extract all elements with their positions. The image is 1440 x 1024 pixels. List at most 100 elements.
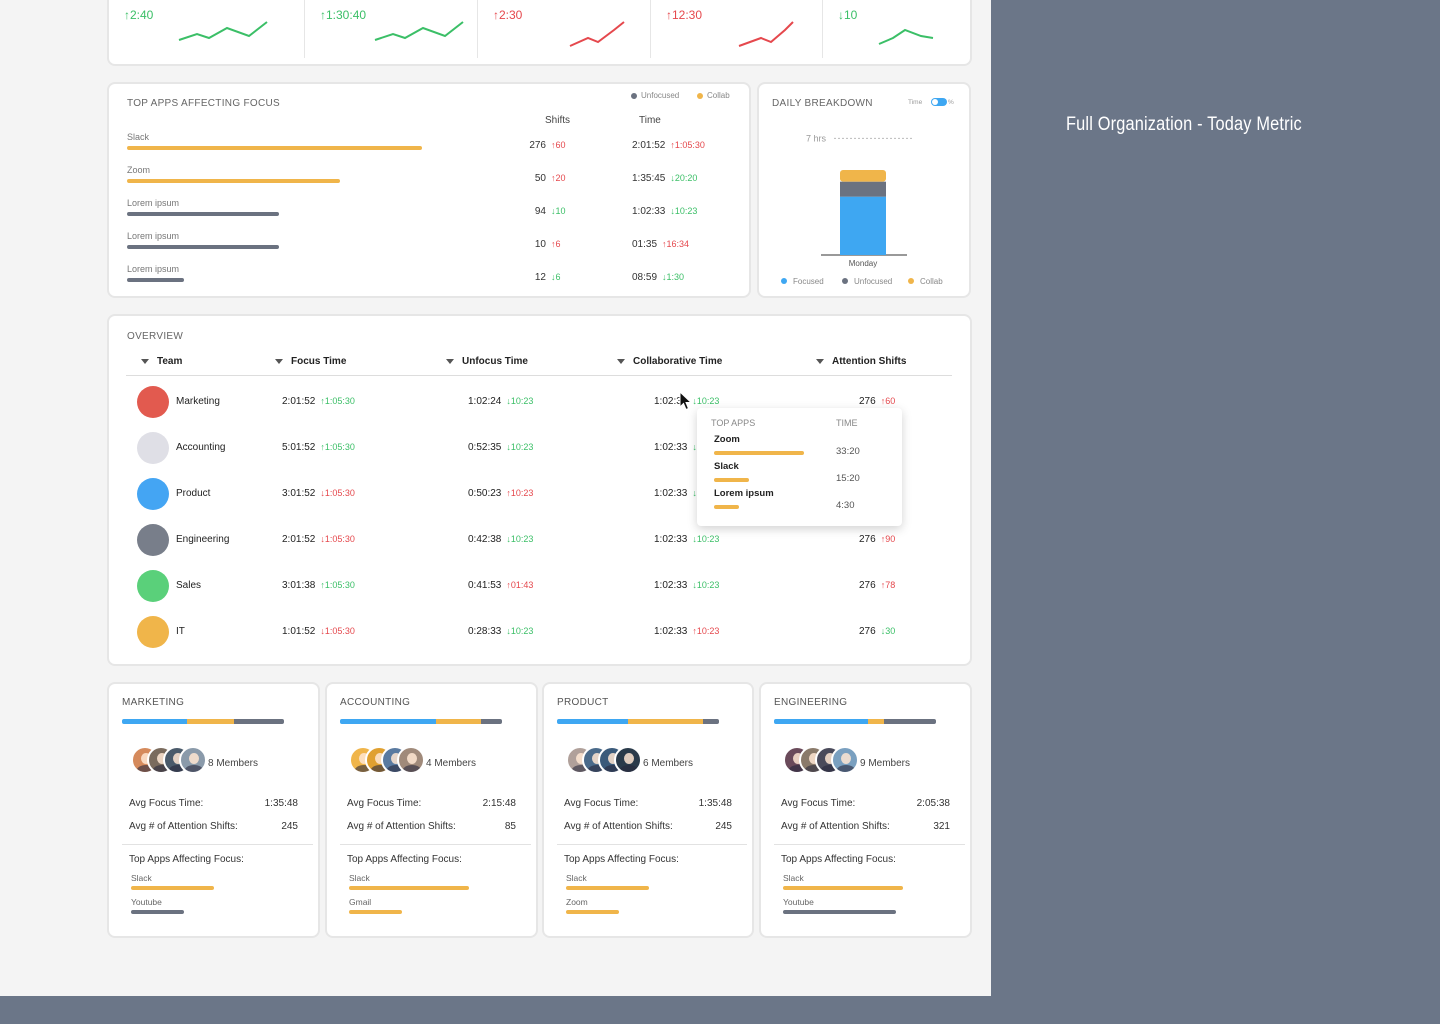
split-segment	[435, 719, 481, 724]
header-collab-label: Collaborative Time	[633, 356, 723, 367]
arrow-down-icon: ↓	[838, 8, 844, 22]
cell-unfocus: 0:52:35 ↓10:23	[468, 442, 533, 453]
table-row[interactable]: Engineering 2:01:52 ↓1:05:30 0:42:38 ↓10:23 1…	[137, 524, 937, 558]
header-team[interactable]: Team	[141, 356, 182, 367]
team-card-product[interactable]: PRODUCT 6 Members Avg Focus Time: 1:35:48 Av…	[542, 682, 754, 938]
header-shifts-label: Attention Shifts	[832, 356, 907, 367]
bar-collab[interactable]	[840, 170, 886, 182]
tooltip-time-header: TIME	[836, 418, 858, 428]
table-row[interactable]: Sales 3:01:38 ↑1:05:30 0:41:53 ↑01:43 1:02:33…	[137, 570, 937, 604]
legend-unfocused: Unfocused	[631, 91, 679, 100]
team-split-bar	[774, 719, 936, 724]
app-time: 1:35:45 ↓20:20	[632, 173, 697, 184]
bar-focused[interactable]	[840, 196, 886, 255]
team-card-marketing[interactable]: MARKETING 8 Members Avg Focus Time: 1:35:48…	[107, 682, 320, 938]
member-avatars[interactable]	[783, 746, 859, 776]
legend-dot	[842, 278, 848, 284]
legend-dot	[908, 278, 914, 284]
header-focus[interactable]: Focus Time	[275, 356, 346, 367]
table-row[interactable]: IT 1:01:52 ↓1:05:30 0:28:33 ↓10:23 1:02:33 ↑10…	[137, 616, 937, 650]
split-segment	[340, 719, 436, 724]
team-card-accounting[interactable]: ACCOUNTING 4 Members Avg Focus Time: 2:15:4…	[325, 682, 538, 938]
app-shifts-value: 276	[529, 140, 546, 151]
header-unfocus[interactable]: Unfocus Time	[446, 356, 528, 367]
tooltip-app-time: 33:20	[836, 446, 860, 457]
tooltip-app-name: Slack	[714, 461, 739, 472]
metric-delta: ↑1:30:40	[320, 8, 366, 22]
app-time-delta: ↓10:23	[670, 206, 698, 216]
cell-delta: ↓10:23	[692, 580, 720, 590]
app-row[interactable]: Zoom 50 ↑20 1:35:45 ↓20:20	[127, 165, 737, 195]
cell-unfocus: 1:02:24 ↓10:23	[468, 396, 533, 407]
app-shifts-delta: ↓10	[551, 206, 566, 216]
app-shifts-delta: ↑20	[551, 173, 566, 183]
header-shifts[interactable]: Attention Shifts	[816, 356, 906, 367]
team-app-name: Youtube	[783, 897, 814, 907]
cell-value: 1:01:52	[282, 626, 316, 637]
side-title: Full Organization - Today Metric	[1066, 114, 1302, 135]
app-time-value: 1:02:33	[632, 206, 666, 217]
avg-focus-label: Avg Focus Time:	[347, 798, 422, 809]
cell-shifts: 276 ↑90	[859, 534, 895, 545]
team-avatar	[137, 432, 169, 464]
header-collab[interactable]: Collaborative Time	[617, 356, 722, 367]
cell-shifts: 276 ↑60	[859, 396, 895, 407]
header-unfocus-label: Unfocus Time	[462, 356, 528, 367]
split-segment	[628, 719, 703, 724]
cell-delta: ↑90	[880, 534, 896, 544]
cell-delta: ↑10:23	[692, 626, 720, 636]
app-row[interactable]: Lorem ipsum 12 ↓6 08:59 ↓1:30	[127, 264, 737, 294]
cell-value: 0:50:23	[468, 488, 502, 499]
header-divider	[126, 375, 952, 376]
tooltip-app-bar	[714, 505, 739, 509]
sort-icon	[816, 359, 824, 364]
tooltip-app-name: Lorem ipsum	[714, 488, 774, 499]
app-usage-bar	[127, 146, 423, 150]
table-row[interactable]: Marketing 2:01:52 ↑1:05:30 1:02:24 ↓10:23 1:0…	[137, 386, 937, 420]
team-app-name: Slack	[783, 873, 804, 883]
app-row[interactable]: Lorem ipsum 10 ↑6 01:35 ↑16:34	[127, 231, 737, 261]
time-percent-toggle[interactable]	[931, 98, 947, 106]
avg-shifts-label: Avg # of Attention Shifts:	[781, 821, 890, 832]
top-apps-label: Top Apps Affecting Focus:	[564, 854, 679, 865]
team-app-name: Slack	[349, 873, 370, 883]
top-apps-label: Top Apps Affecting Focus:	[129, 854, 244, 865]
app-row[interactable]: Lorem ipsum 94 ↓10 1:02:33 ↓10:23	[127, 198, 737, 228]
team-app-name: Slack	[131, 873, 152, 883]
divider	[122, 844, 313, 845]
metric-sparkline	[878, 28, 934, 45]
member-avatars[interactable]	[349, 746, 425, 776]
legend-label: Focused	[793, 277, 824, 286]
member-avatars[interactable]	[131, 746, 207, 776]
mouse-cursor-icon	[679, 391, 693, 411]
cell-value: 0:41:53	[468, 580, 502, 591]
bar-unfocused[interactable]	[840, 181, 886, 197]
arrow-up-icon: ↑	[124, 8, 130, 22]
daily-breakdown-card: DAILY BREAKDOWN Time % 7 hrs Monday Focuse…	[757, 82, 971, 298]
arrow-up-icon: ↑	[666, 8, 672, 22]
cell-value: 2:01:52	[282, 396, 316, 407]
cell-value: 3:01:38	[282, 580, 316, 591]
avg-shifts-label: Avg # of Attention Shifts:	[564, 821, 673, 832]
cell-value: 1:02:24	[468, 396, 502, 407]
metric-delta-value: 2:30	[499, 8, 523, 22]
app-row[interactable]: Slack 276 ↑60 2:01:52 ↑1:05:30	[127, 132, 737, 162]
cell-value: 0:28:33	[468, 626, 502, 637]
legend-unfocused-label: Unfocused	[641, 91, 680, 100]
cell-value: 2:01:52	[282, 534, 316, 545]
app-time-value: 01:35	[632, 239, 658, 250]
collab-dot	[697, 92, 703, 99]
toggle-time-label: Time	[908, 99, 923, 106]
cell-collab: 1:02:33 ↓10:23	[654, 534, 719, 545]
cell-delta: ↑10:23	[506, 488, 534, 498]
app-usage-bar	[127, 245, 279, 249]
overview-title: OVERVIEW	[127, 331, 184, 342]
sparkline-path	[569, 21, 625, 47]
team-card-engineering[interactable]: ENGINEERING 9 Members Avg Focus Time: 2:05:…	[759, 682, 972, 938]
member-avatars[interactable]	[566, 746, 642, 776]
daily-title: DAILY BREAKDOWN	[772, 98, 873, 109]
app-time: 08:59 ↓1:30	[632, 272, 684, 283]
cell-value: 276	[859, 626, 876, 637]
app-time-delta: ↑16:34	[662, 239, 690, 249]
cell-unfocus: 0:42:38 ↓10:23	[468, 534, 533, 545]
